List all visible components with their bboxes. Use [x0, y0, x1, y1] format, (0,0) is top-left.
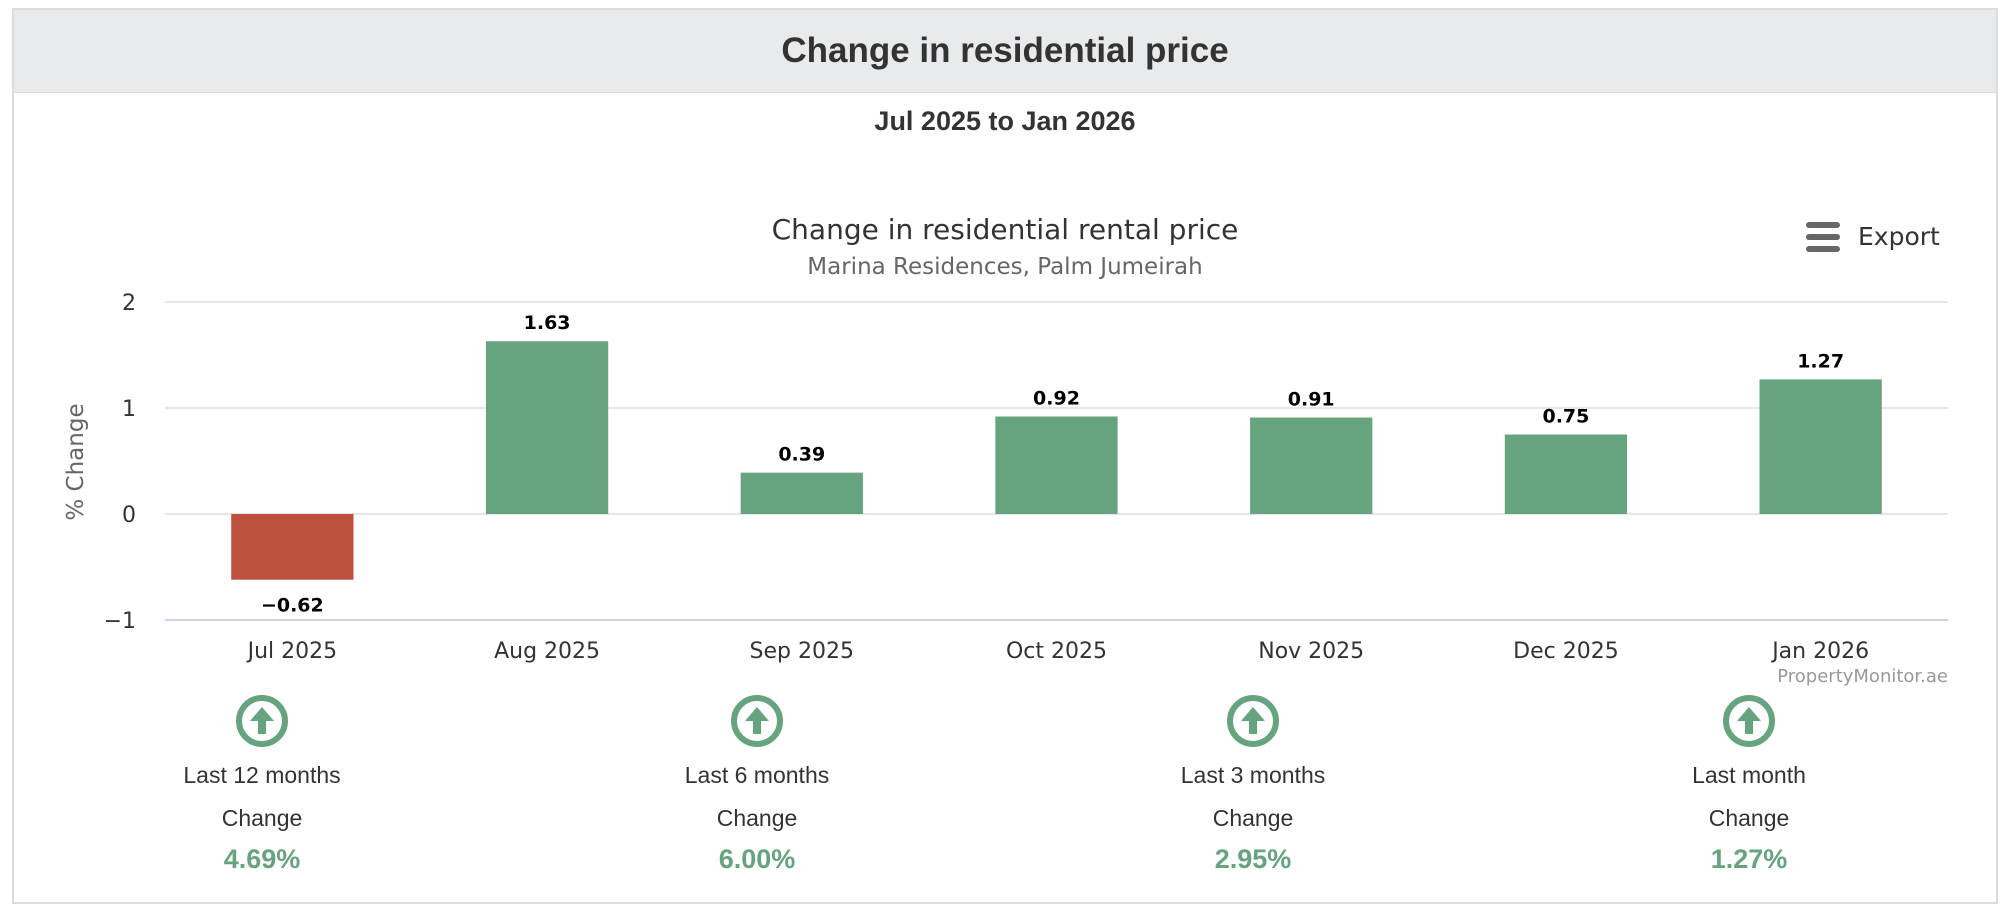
data-label: 0.39	[778, 444, 825, 466]
data-label: 1.63	[524, 312, 571, 334]
stat-period-label: Last 6 months	[684, 762, 830, 788]
stat-last-6-months: Last 6 months Change 6.00%	[587, 694, 927, 875]
x-tick-label: Jul 2025	[246, 639, 338, 664]
date-range-title: Jul 2025 to Jan 2026	[874, 106, 1136, 136]
stat-period-label: Last 3 months	[1180, 762, 1326, 788]
chart-title: Change in residential rental price	[772, 213, 1239, 246]
chart-subtitle: Marina Residences, Palm Jumeirah	[807, 254, 1202, 280]
bar-sep-2025[interactable]	[740, 472, 863, 514]
bar-jul-2025[interactable]	[231, 514, 354, 580]
x-tick-label: Oct 2025	[1006, 639, 1107, 664]
stat-last-3-months: Last 3 months Change 2.95%	[1083, 694, 1423, 875]
arrow-up-circle-icon	[1723, 695, 1775, 747]
bar-aug-2025[interactable]	[485, 341, 609, 514]
stat-value: 1.27%	[1710, 844, 1788, 874]
y-tick-label: 1	[122, 397, 136, 422]
stat-period-label: Last 12 months	[183, 762, 341, 788]
panel-title: Change in residential price	[781, 31, 1229, 70]
panel-header: Change in residential price	[14, 10, 1996, 93]
x-tick-label: Dec 2025	[1513, 639, 1619, 664]
export-button[interactable]: Export	[1806, 218, 1956, 258]
arrow-up-circle-icon	[236, 695, 288, 747]
stat-change-label: Change	[221, 805, 303, 831]
stat-value: 2.95%	[1214, 844, 1292, 874]
data-label: −0.62	[261, 595, 324, 617]
y-tick-label: −1	[104, 609, 136, 634]
x-tick-label: Jan 2026	[1770, 639, 1869, 664]
data-label: 0.91	[1288, 389, 1335, 411]
arrow-up-circle-icon	[731, 695, 783, 747]
bar-jan-2026[interactable]	[1759, 379, 1882, 514]
stat-period-label: Last month	[1692, 762, 1806, 788]
menu-icon	[1806, 222, 1840, 252]
stat-last-month: Last month Change 1.27%	[1579, 694, 1919, 875]
export-label: Export	[1858, 222, 1940, 251]
data-label: 0.75	[1542, 406, 1589, 428]
x-tick-label: Sep 2025	[750, 639, 854, 664]
stat-change-label: Change	[1212, 805, 1294, 831]
stat-value: 6.00%	[718, 844, 796, 874]
price-change-panel: Change in residential price Jul 2025 to …	[12, 8, 1998, 904]
stat-last-12-months: Last 12 months Change 4.69%	[92, 694, 432, 875]
bar-oct-2025[interactable]	[995, 416, 1118, 514]
x-tick-label: Aug 2025	[494, 639, 600, 664]
y-axis-title: % Change	[63, 403, 89, 520]
stat-change-label: Change	[1708, 805, 1790, 831]
data-label: 0.92	[1033, 387, 1080, 409]
x-tick-label: Nov 2025	[1258, 639, 1364, 664]
y-tick-label: 2	[122, 291, 136, 316]
data-label: 1.27	[1797, 350, 1844, 372]
stat-value: 4.69%	[223, 844, 301, 874]
arrow-up-circle-icon	[1227, 695, 1279, 747]
chart-credit[interactable]: PropertyMonitor.ae	[1777, 666, 1948, 687]
bar-chart: Change in residential rental price Marin…	[63, 213, 1948, 687]
bar-nov-2025[interactable]	[1250, 417, 1373, 514]
bar-dec-2025[interactable]	[1504, 434, 1628, 515]
stat-change-label: Change	[716, 805, 798, 831]
y-tick-label: 0	[122, 503, 136, 528]
